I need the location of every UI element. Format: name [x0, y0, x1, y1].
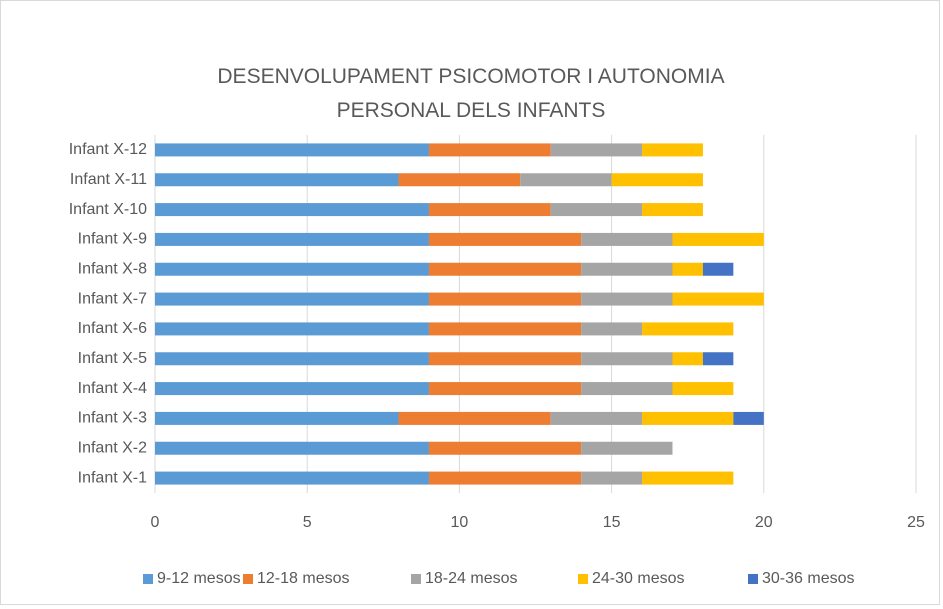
bar-segment	[581, 262, 673, 276]
y-tick-label: Infant X-2	[78, 439, 147, 456]
bar-segment	[428, 382, 582, 396]
bar-segment	[550, 143, 643, 157]
bar-segment	[155, 471, 429, 485]
y-tick-label: Infant X-10	[69, 201, 147, 218]
bar-segment	[155, 143, 429, 157]
bar-segment	[581, 292, 673, 306]
bar-segment	[672, 352, 703, 366]
bar-segment	[581, 441, 673, 455]
bar-segment	[428, 471, 582, 485]
bar-segment	[428, 292, 582, 306]
y-tick-label: Infant X-12	[69, 141, 147, 158]
bar-segment	[428, 322, 582, 336]
bar-segment	[428, 203, 551, 217]
legend-swatch	[578, 574, 588, 584]
x-tick-label: 10	[451, 514, 469, 531]
bar-segment	[428, 143, 551, 157]
bar-segment	[155, 382, 429, 396]
bar-segment	[642, 411, 734, 425]
bar-segment	[398, 173, 521, 187]
legend-label: 18-24 mesos	[425, 570, 518, 587]
y-tick-label: Infant X-6	[78, 320, 147, 337]
legend-label: 12-18 mesos	[257, 570, 350, 587]
legend-swatch	[143, 574, 153, 584]
y-tick-label: Infant X-1	[78, 469, 147, 486]
bar-segment	[702, 262, 734, 276]
bar-segment	[155, 262, 429, 276]
legend-swatch	[243, 574, 253, 584]
bar-segment	[155, 411, 399, 425]
bar-segment	[550, 203, 643, 217]
bar-segment	[398, 411, 551, 425]
bar-segment	[672, 262, 703, 276]
bar-segment	[155, 441, 429, 455]
y-tick-label: Infant X-11	[70, 171, 147, 188]
bar-segment	[155, 173, 399, 187]
x-tick-label: 20	[755, 514, 773, 531]
bar-segment	[642, 322, 734, 336]
legend-swatch	[748, 574, 758, 584]
bar-segment	[155, 203, 429, 217]
y-tick-label: Infant X-3	[78, 410, 147, 427]
bar-segment	[428, 232, 582, 246]
bar-segment	[581, 382, 673, 396]
legend-label: 9-12 mesos	[157, 570, 241, 587]
legend-label: 24-30 mesos	[592, 570, 685, 587]
bar-segment	[155, 322, 429, 336]
bar-segment	[702, 352, 734, 366]
legend-swatch	[411, 574, 421, 584]
bar-segment	[581, 471, 643, 485]
bar-segment	[155, 232, 429, 246]
bar-segment	[581, 322, 643, 336]
bar-segment	[611, 173, 703, 187]
bar-segment	[642, 471, 734, 485]
bar-segment	[733, 411, 764, 425]
bar-segment	[520, 173, 612, 187]
y-tick-label: Infant X-5	[78, 350, 147, 367]
bar-segment	[642, 203, 703, 217]
y-tick-label: Infant X-4	[78, 380, 147, 397]
bar-segment	[428, 262, 582, 276]
legend-label: 30-36 mesos	[762, 570, 855, 587]
bar-segment	[672, 232, 764, 246]
bar-segment	[642, 143, 703, 157]
x-tick-label: 5	[303, 514, 312, 531]
bar-segment	[550, 411, 643, 425]
bar-segment	[155, 292, 429, 306]
x-tick-label: 15	[603, 514, 621, 531]
x-tick-label: 25	[907, 514, 925, 531]
bar-segment	[428, 441, 582, 455]
bar-segment	[155, 352, 429, 366]
chart-title: DESENVOLUPAMENT PSICOMOTOR I AUTONOMIA P…	[217, 65, 725, 122]
y-tick-label: Infant X-9	[78, 231, 147, 248]
y-tick-label: Infant X-8	[78, 260, 147, 277]
bar-segment	[428, 352, 582, 366]
bar-segment	[672, 292, 764, 306]
bar-segment	[581, 232, 673, 246]
y-tick-label: Infant X-7	[78, 290, 147, 307]
bar-segment	[581, 352, 673, 366]
bar-segment	[672, 382, 734, 396]
x-tick-label: 0	[151, 514, 160, 531]
